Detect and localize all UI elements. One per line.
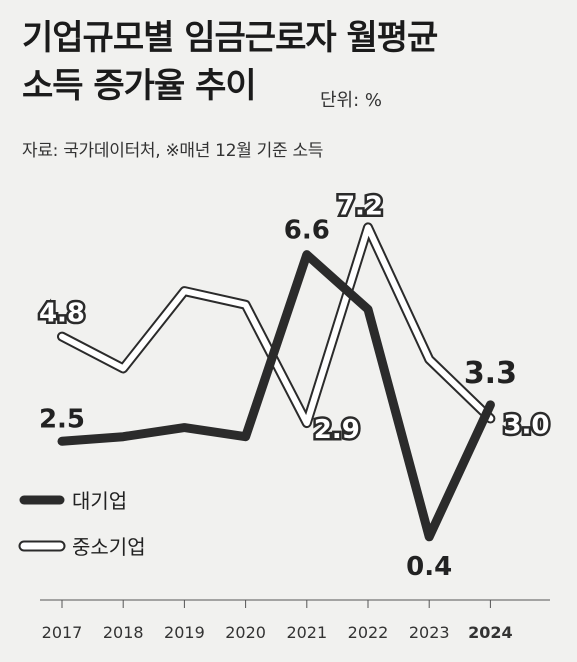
- data-label-sme: 7.2: [337, 191, 383, 221]
- unit-label: 단위: %: [320, 90, 383, 111]
- x-tick-label: 2020: [225, 623, 266, 642]
- data-label-large: 0.4: [406, 552, 452, 582]
- data-label-large: 2.5: [39, 404, 85, 434]
- chart-title-line2: 소득 증가율 추이: [22, 66, 257, 106]
- chart-title: 기업규모별 임금근로자 월평균 소득 증가율 추이: [22, 14, 438, 110]
- x-tick-label: 2024: [468, 623, 513, 642]
- series-lines: [57, 222, 496, 542]
- legend-label-sme: 중소기업: [72, 535, 146, 559]
- x-tick-label: 2021: [286, 623, 327, 642]
- data-label-large: 3.3: [464, 356, 517, 391]
- data-label-sme: 3.0: [503, 411, 549, 441]
- x-tick-label: 2018: [103, 623, 144, 642]
- data-labels: 2.5 6.6 0.4 3.3 4.8 2.9 7.2 3.0: [36, 189, 551, 584]
- x-axis: 2017 2018 2019 2020 2021 2022 2023 2024: [40, 599, 550, 642]
- data-label-sme: 2.9: [314, 415, 360, 445]
- chart-title-line1: 기업규모별 임금근로자 월평균: [22, 18, 438, 58]
- legend-label-large: 대기업: [72, 489, 127, 513]
- data-label-sme: 4.8: [39, 299, 85, 329]
- series-line-large: [57, 250, 495, 542]
- x-tick-label: 2019: [164, 623, 205, 642]
- x-tick-label: 2023: [409, 623, 450, 642]
- data-label-large: 6.6: [284, 216, 330, 246]
- x-tick-label: 2017: [42, 623, 83, 642]
- legend: 대기업 중소기업: [18, 489, 146, 559]
- series-line-sme: [59, 224, 494, 427]
- x-tick-label: 2022: [348, 623, 389, 642]
- source-note: 자료: 국가데이터처, ※매년 12월 기준 소득: [22, 141, 324, 161]
- series-line-sme-outline: [57, 222, 496, 429]
